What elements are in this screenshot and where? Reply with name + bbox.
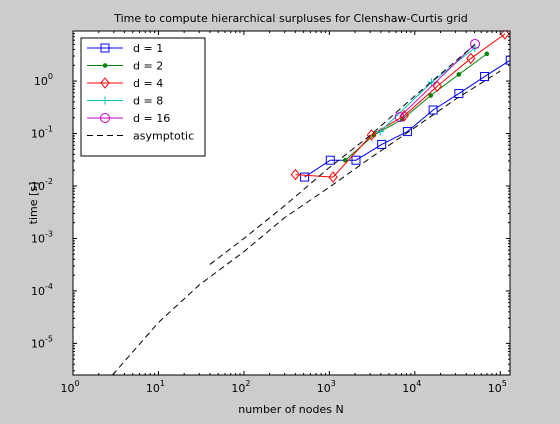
x-tick-label: 104 [402, 379, 421, 395]
series-asymptotic-6 [209, 44, 475, 265]
data-point-d-2 [343, 157, 348, 163]
legend-marker-d-1 [100, 43, 110, 53]
legend-entry-d-1: d = 1 [87, 42, 163, 55]
legend-label-d-1: d = 1 [133, 42, 163, 55]
legend-entry-d-2: d = 2 [87, 60, 163, 73]
x-tick-label: 102 [231, 379, 250, 395]
data-point-d-1 [428, 105, 438, 115]
legend-entry-d-16: d = 16 [87, 112, 170, 125]
chart-title: Time to compute hierarchical surpluses f… [113, 12, 468, 25]
data-point-d-1 [377, 139, 387, 149]
series-asymptotic-5 [112, 70, 501, 375]
legend-marker-d-2 [102, 63, 108, 68]
data-point-d-4 [290, 168, 301, 181]
data-point-d-16 [394, 112, 405, 123]
y-axis: 10-5 10-4 10-3 10-2 10-1 100 [31, 30, 510, 372]
data-point-d-1 [300, 172, 310, 182]
data-point-d-1 [402, 127, 412, 137]
data-point-d-2 [428, 93, 434, 98]
data-point-d-1 [480, 72, 490, 82]
legend-label-asymptotic: asymptotic [133, 130, 194, 143]
data-point-d-1 [325, 155, 335, 165]
y-axis-label: time [s] [27, 182, 40, 225]
data-point-d-1 [505, 55, 510, 65]
legend-label-d-8: d = 8 [133, 95, 163, 108]
x-tick-label: 100 [60, 379, 79, 395]
legend-box [80, 37, 206, 157]
data-point-d-4 [328, 171, 338, 183]
data-point-d-2 [484, 51, 490, 57]
legend-marker-d-16 [100, 113, 110, 123]
x-axis: 100 101 102 103 104 105 [60, 31, 507, 395]
axes-box [72, 30, 511, 376]
data-point-d-1 [351, 155, 361, 165]
y-tick-label: 10-3 [31, 229, 53, 245]
data-point-d-2 [456, 72, 462, 77]
x-axis-label: number of nodes N [238, 403, 343, 416]
legend-label-d-16: d = 16 [133, 112, 170, 125]
y-tick-label: 10-2 [31, 177, 53, 193]
series-line-asymptotic [112, 70, 501, 375]
data-point-d-4 [432, 80, 442, 93]
legend: d = 1 d = 2 d = 4 d = 8 d = 16 asymptotic [80, 37, 206, 157]
series-d-16-4 [394, 38, 481, 123]
series-line-asymptotic [209, 44, 475, 265]
legend-entry-d-8: d = 8 [87, 95, 163, 108]
y-tick-label: 10-5 [31, 334, 53, 350]
legend-entry-d-4: d = 4 [87, 77, 163, 90]
y-tick-label: 10-1 [31, 125, 53, 141]
data-point-d-16 [470, 38, 481, 49]
data-point-d-4 [366, 129, 377, 141]
data-point-d-4 [466, 52, 476, 65]
legend-marker-d-4 [100, 77, 110, 89]
x-tick-label: 101 [146, 379, 165, 395]
data-point-d-4 [399, 109, 409, 122]
x-tick-label: 105 [488, 379, 507, 395]
x-tick-label: 103 [317, 379, 336, 395]
series-d-8-3 [376, 43, 479, 136]
data-point-d-4 [500, 31, 510, 40]
series-line-d-2 [344, 53, 488, 161]
legend-marker-d-8 [101, 96, 109, 105]
y-tick-label: 10-4 [31, 282, 53, 298]
legend-entry-asymptotic: asymptotic [87, 130, 194, 143]
series-line-d-16 [399, 43, 476, 118]
data-point-d-8 [427, 78, 436, 87]
data-point-d-8 [376, 127, 385, 136]
legend-label-d-4: d = 4 [133, 77, 163, 90]
legend-label-d-2: d = 2 [133, 60, 163, 73]
y-tick-label: 100 [34, 72, 53, 88]
